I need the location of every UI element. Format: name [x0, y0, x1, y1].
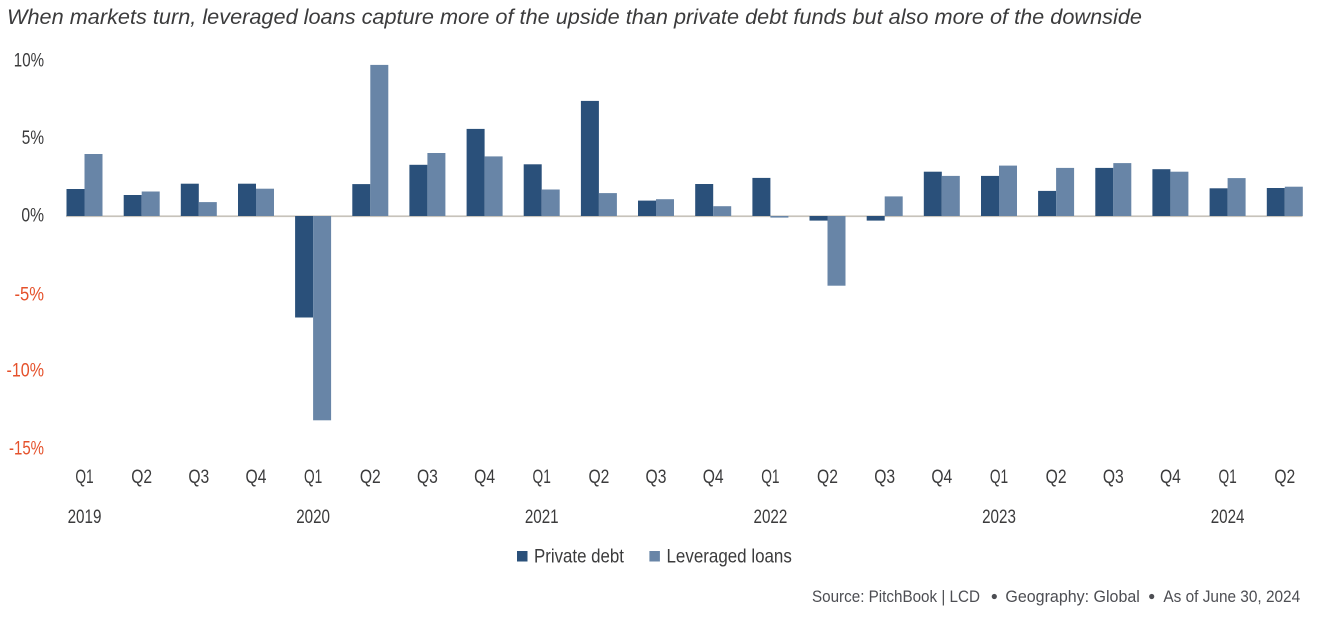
svg-text:Q3: Q3	[1103, 465, 1124, 487]
svg-text:Q2: Q2	[817, 465, 838, 487]
svg-text:2020: 2020	[296, 505, 330, 527]
svg-text:2023: 2023	[982, 505, 1016, 527]
svg-text:Source: PitchBook | LCD: Source: PitchBook | LCD	[812, 588, 980, 606]
svg-text:Q1: Q1	[761, 466, 779, 488]
svg-text:Q4: Q4	[246, 465, 267, 487]
svg-text:Q4: Q4	[931, 465, 952, 487]
svg-text:As of June 30, 2024: As of June 30, 2024	[1163, 589, 1300, 607]
svg-text:Q1: Q1	[304, 466, 322, 488]
svg-text:Leveraged loans: Leveraged loans	[667, 546, 792, 567]
svg-text:2019: 2019	[68, 505, 102, 527]
svg-text:Q2: Q2	[1046, 465, 1067, 487]
svg-text:When markets turn, leveraged l: When markets turn, leveraged loans captu…	[7, 5, 1142, 29]
svg-text:Q4: Q4	[1160, 465, 1181, 487]
svg-text:-15%: -15%	[9, 437, 44, 459]
svg-text:Q3: Q3	[874, 465, 895, 487]
svg-text:-5%: -5%	[15, 283, 44, 305]
svg-text:Q2: Q2	[1274, 465, 1295, 487]
svg-text:10%: 10%	[14, 49, 44, 71]
svg-text:Q1: Q1	[1218, 466, 1236, 488]
svg-text:5%: 5%	[22, 126, 45, 148]
svg-text:Geography: Global: Geography: Global	[1005, 588, 1139, 606]
svg-text:0%: 0%	[21, 204, 44, 226]
svg-text:Q4: Q4	[474, 465, 495, 487]
svg-text:2024: 2024	[1211, 505, 1245, 527]
svg-text:-10%: -10%	[7, 359, 45, 381]
svg-text:Q2: Q2	[588, 465, 609, 487]
svg-text:Q1: Q1	[75, 466, 93, 488]
svg-text:Q3: Q3	[188, 465, 209, 487]
svg-text:2021: 2021	[525, 505, 559, 527]
svg-text:Private debt: Private debt	[534, 546, 624, 567]
svg-text:Q1: Q1	[990, 466, 1008, 488]
svg-text:Q3: Q3	[417, 465, 438, 487]
svg-text:Q4: Q4	[703, 465, 724, 487]
svg-text:Q2: Q2	[131, 465, 152, 487]
svg-text:Q3: Q3	[646, 465, 667, 487]
svg-text:Q1: Q1	[533, 466, 551, 488]
svg-text:Q2: Q2	[360, 465, 381, 487]
svg-text:2022: 2022	[754, 505, 788, 527]
